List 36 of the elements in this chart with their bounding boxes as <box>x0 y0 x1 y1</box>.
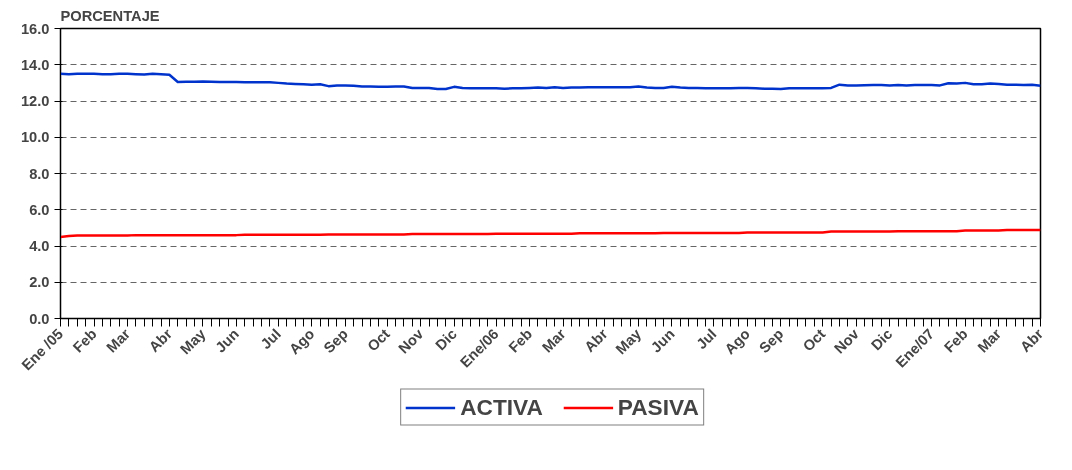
x-tick-label: Feb <box>505 325 536 356</box>
y-tick-label: 0.0 <box>29 310 50 327</box>
x-tick-label: Abr <box>1016 325 1047 355</box>
y-tick-label: 10.0 <box>20 129 50 146</box>
line-series <box>60 228 1041 239</box>
x-tick-label: Abr <box>145 325 176 355</box>
x-tick-label: Mar <box>974 325 1005 356</box>
x-tick-label: Jun <box>647 325 678 356</box>
y-tick-label: 12.0 <box>20 93 50 109</box>
y-tick-label: 2.0 <box>29 274 50 291</box>
y-tick-label: 4.0 <box>29 238 50 254</box>
y-tick-label: 8.0 <box>29 165 50 182</box>
y-tick-label: 14.0 <box>20 56 50 73</box>
x-tick-label: Mar <box>103 325 134 356</box>
line-series <box>60 72 1041 91</box>
y-tick-label: 6.0 <box>29 201 50 218</box>
x-tick-label: Mar <box>538 325 569 356</box>
x-tick-label: Feb <box>941 325 971 356</box>
legend-label: ACTIVA <box>460 393 543 421</box>
x-tick-label: Feb <box>69 325 100 356</box>
legend-label: PASIVA <box>617 393 699 421</box>
x-tick-label: Oct <box>799 325 829 355</box>
x-tick-label: Dic <box>867 325 896 354</box>
x-tick-label: Ene /05 <box>18 325 67 374</box>
y-axis-title: PORCENTAJE <box>60 7 160 24</box>
x-tick-label: Sep <box>756 325 787 357</box>
x-tick-label: Jul <box>257 325 284 353</box>
x-tick-label: Sep <box>320 325 351 357</box>
x-tick-label: Ago <box>721 325 754 358</box>
x-tick-label: Abr <box>581 325 611 355</box>
x-tick-label: Oct <box>364 325 393 355</box>
x-tick-label: Ago <box>285 325 318 358</box>
x-tick-label: Dic <box>432 325 460 354</box>
x-tick-label: Jul <box>693 325 720 353</box>
y-tick-label: 16.0 <box>20 20 50 37</box>
x-tick-label: Jun <box>212 325 243 356</box>
